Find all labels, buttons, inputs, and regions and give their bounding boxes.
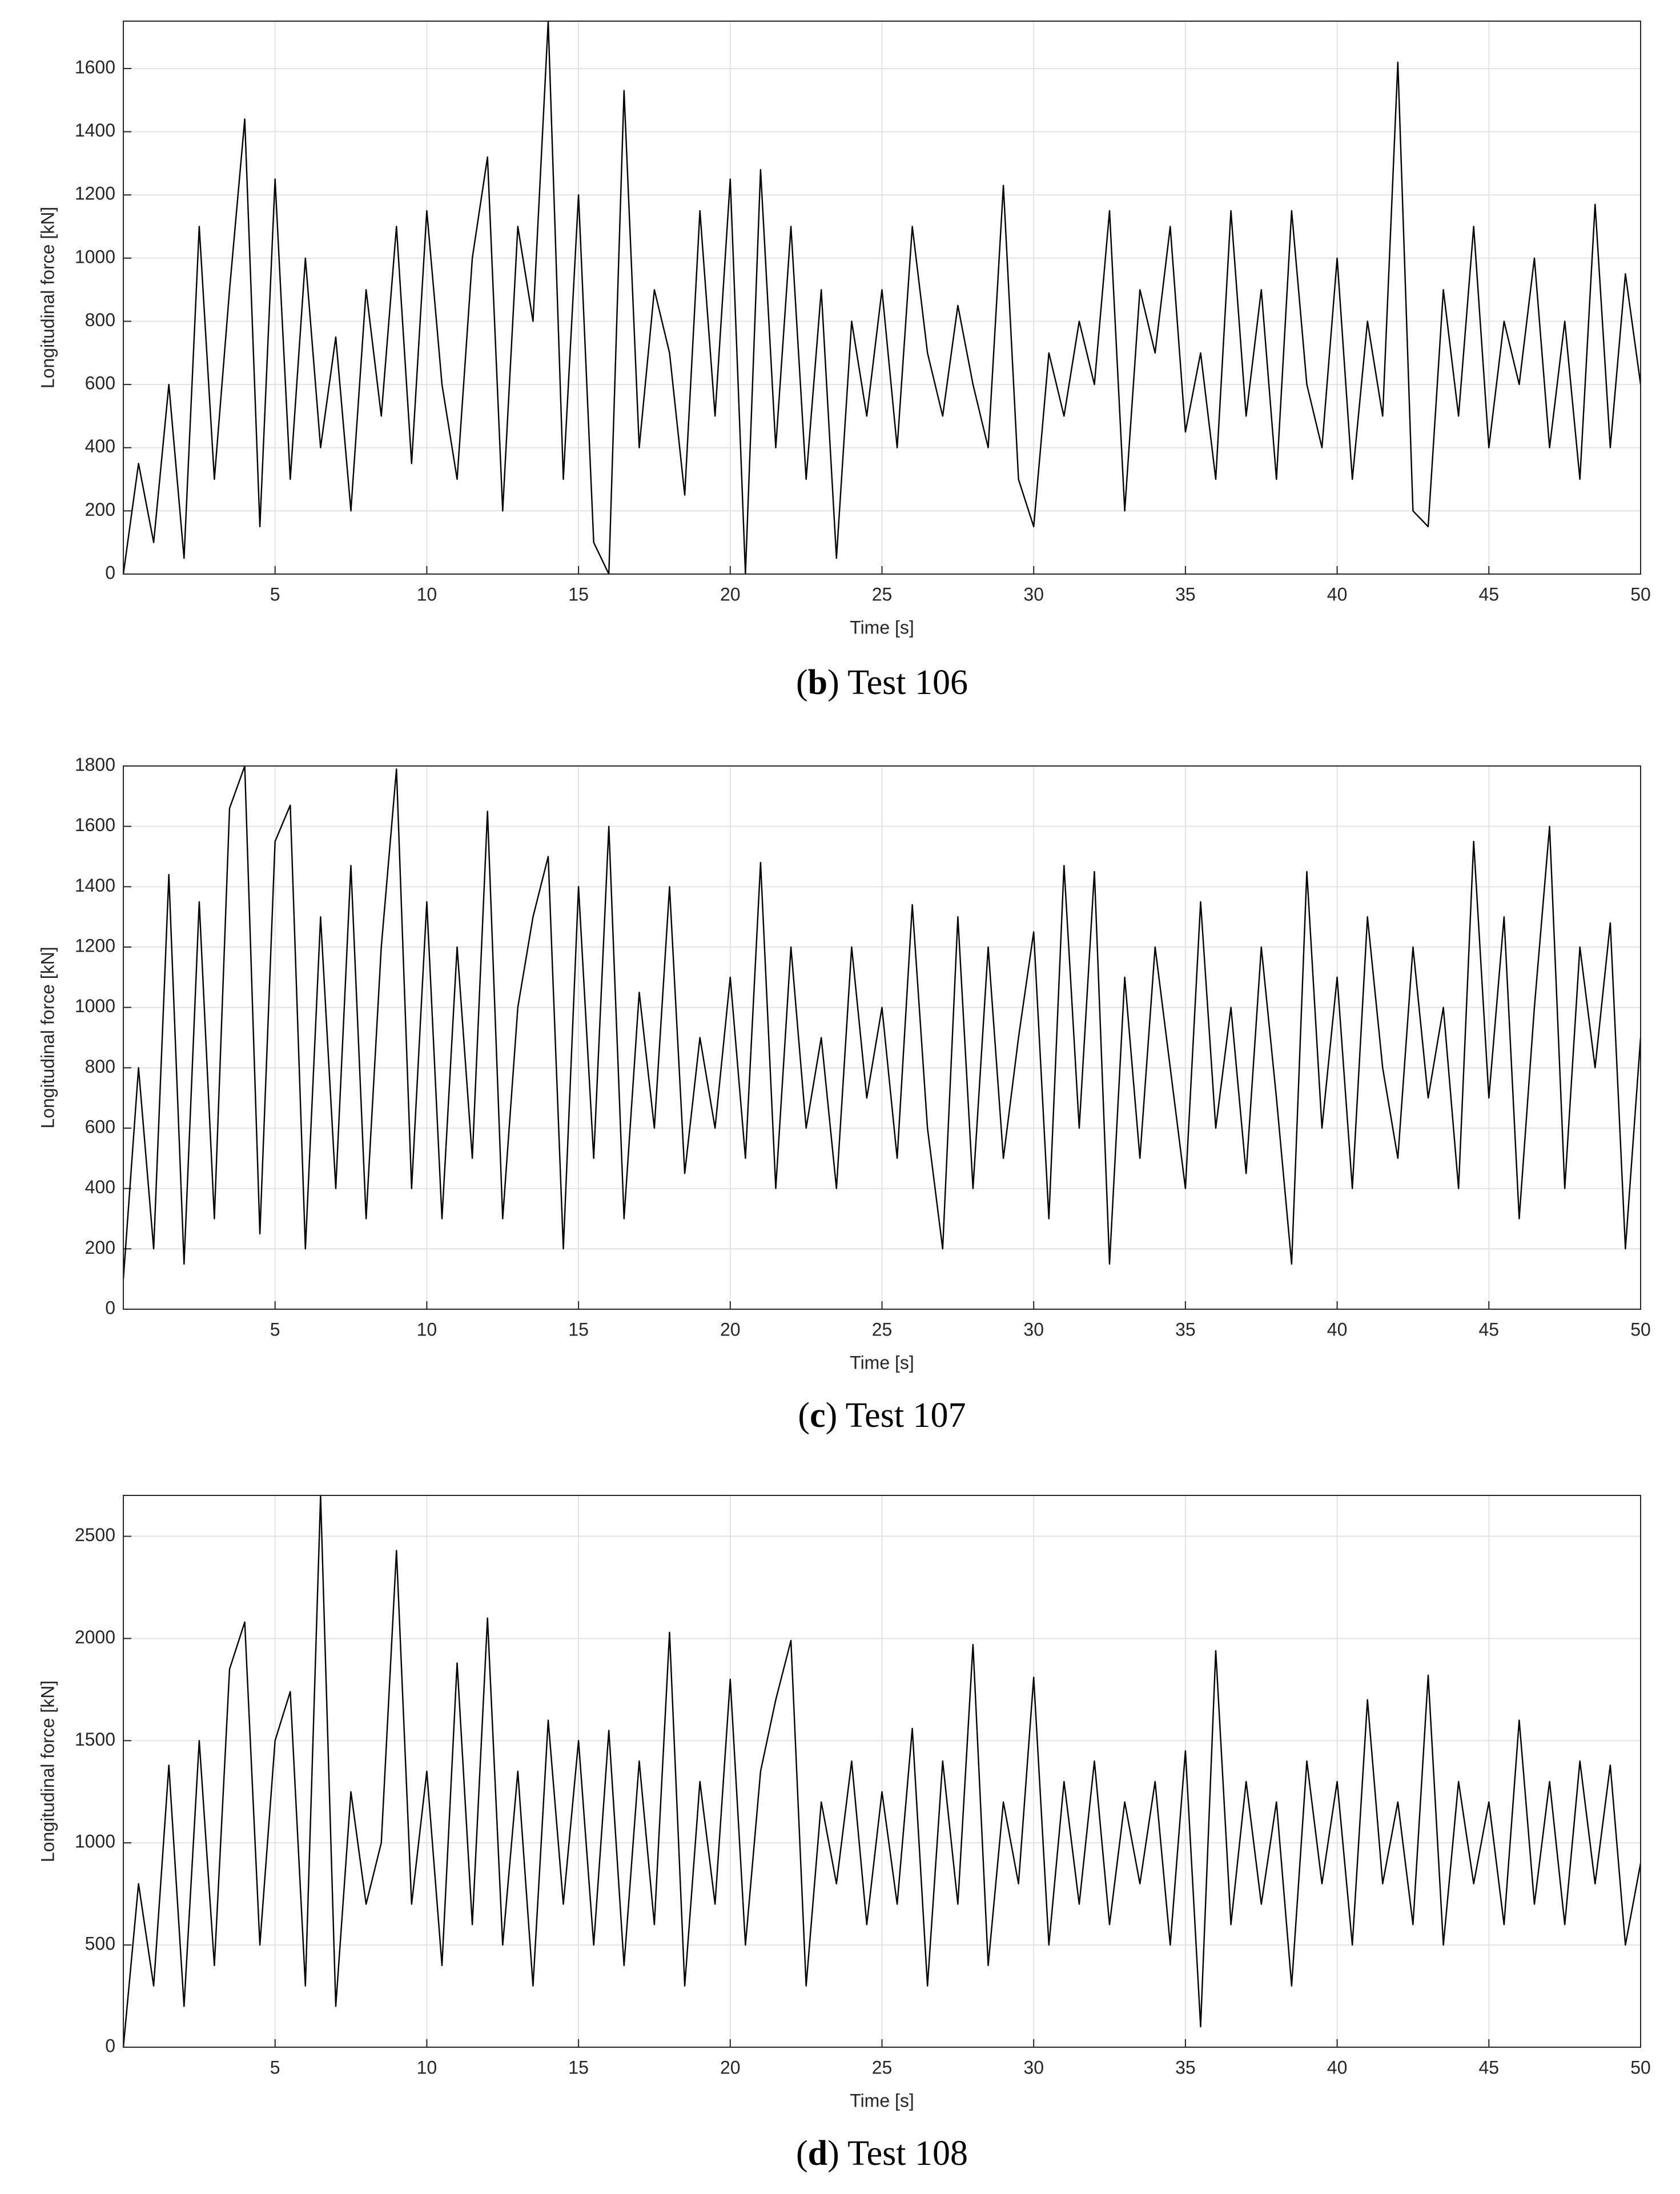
x-tick-label: 5	[270, 2057, 280, 2077]
x-tick-label: 15	[568, 584, 589, 604]
x-tick-label: 50	[1630, 584, 1651, 604]
y-tick-label: 800	[85, 310, 115, 330]
y-tick-label: 600	[85, 373, 115, 394]
x-tick-label: 30	[1023, 584, 1044, 604]
caption-part: (	[796, 663, 808, 702]
chart: 0 500 1000 1500 2000 2500 5 10 15 20 25 30 35 40 45 50 T…	[37, 1494, 1651, 2173]
x-tick-label: 30	[1023, 2057, 1044, 2077]
caption-part: c	[810, 1396, 826, 1435]
plot-frame	[123, 21, 1641, 575]
x-tick-label: 25	[872, 584, 893, 604]
data-line	[122, 1494, 1642, 2048]
y-tick-label: 1000	[75, 1831, 115, 1852]
x-tick-label: 20	[720, 584, 741, 604]
x-tick-label: 35	[1175, 1319, 1196, 1339]
x-tick-label: 45	[1479, 1319, 1500, 1339]
caption-part: d	[808, 2134, 827, 2173]
x-axis-label: Time [s]	[850, 1352, 914, 1373]
y-tick-label: 1500	[75, 1729, 115, 1750]
caption-part: ) Test 108	[827, 2134, 968, 2173]
y-tick-label: 800	[85, 1056, 115, 1077]
y-tick-label: 2500	[75, 1525, 115, 1545]
caption-part: ) Test 106	[827, 663, 968, 702]
y-tick-label: 1000	[75, 996, 115, 1016]
y-tick-label: 500	[85, 1934, 115, 1954]
x-tick-label: 10	[417, 2057, 437, 2077]
y-tick-label: 1200	[75, 183, 115, 204]
x-axis-label: Time [s]	[850, 2090, 914, 2111]
caption-part: b	[808, 663, 827, 702]
plot-frame	[123, 1495, 1641, 2048]
x-tick-label: 5	[270, 1319, 280, 1339]
x-tick-label: 40	[1327, 1319, 1348, 1339]
x-tick-label: 10	[417, 584, 437, 604]
data-line	[122, 20, 1642, 575]
x-tick-label: 25	[872, 1319, 893, 1339]
caption-part: (	[796, 2134, 808, 2173]
y-tick-label: 0	[105, 562, 115, 583]
x-tick-label: 15	[568, 2057, 589, 2077]
y-tick-label: 1400	[75, 875, 115, 896]
chart: 0 200 400 600 800 1000 1200 1400 1600 5 10 15 20 25 30…	[37, 20, 1651, 702]
x-axis-label: Time [s]	[850, 617, 914, 637]
caption: (b) Test 106	[796, 663, 968, 702]
x-tick-label: 20	[720, 2057, 741, 2077]
y-tick-label: 600	[85, 1116, 115, 1137]
x-tick-label: 35	[1175, 584, 1196, 604]
x-tick-label: 25	[872, 2057, 893, 2077]
y-axis-label: Longitudinal force [kN]	[37, 946, 58, 1128]
y-tick-label: 1800	[75, 754, 115, 775]
y-tick-label: 2000	[75, 1627, 115, 1647]
y-axis-label: Longitudinal force [kN]	[37, 207, 58, 388]
plot-frame	[123, 765, 1641, 1310]
caption-part: ) Test 107	[826, 1396, 966, 1435]
y-tick-label: 200	[85, 499, 115, 520]
caption: (d) Test 108	[796, 2134, 968, 2173]
y-tick-label: 0	[105, 1297, 115, 1318]
x-tick-label: 5	[270, 584, 280, 604]
y-tick-label: 400	[85, 436, 115, 456]
x-tick-label: 40	[1327, 584, 1348, 604]
y-tick-label: 0	[105, 2035, 115, 2056]
y-tick-label: 1600	[75, 815, 115, 835]
x-tick-label: 45	[1479, 2057, 1500, 2077]
caption: (c) Test 107	[798, 1396, 966, 1435]
y-tick-label: 200	[85, 1237, 115, 1258]
y-tick-label: 1000	[75, 246, 115, 267]
y-tick-label: 1600	[75, 57, 115, 77]
x-tick-label: 45	[1479, 584, 1500, 604]
x-tick-label: 50	[1630, 1319, 1651, 1339]
y-axis-label: Longitudinal force [kN]	[37, 1680, 58, 1862]
x-tick-label: 50	[1630, 2057, 1651, 2077]
caption-part: (	[798, 1396, 810, 1435]
chart: 0 200 400 600 800 1000 1200 1400 1600 1800 5 10 15 20…	[37, 754, 1650, 1435]
y-tick-label: 1200	[75, 935, 115, 956]
y-tick-label: 400	[85, 1177, 115, 1197]
y-tick-label: 1400	[75, 120, 115, 141]
x-tick-label: 15	[568, 1319, 589, 1339]
x-tick-label: 30	[1023, 1319, 1044, 1339]
x-tick-label: 10	[417, 1319, 437, 1339]
x-tick-label: 40	[1327, 2057, 1348, 2077]
x-tick-label: 35	[1175, 2057, 1196, 2077]
x-tick-label: 20	[720, 1319, 741, 1339]
data-line	[122, 765, 1642, 1280]
